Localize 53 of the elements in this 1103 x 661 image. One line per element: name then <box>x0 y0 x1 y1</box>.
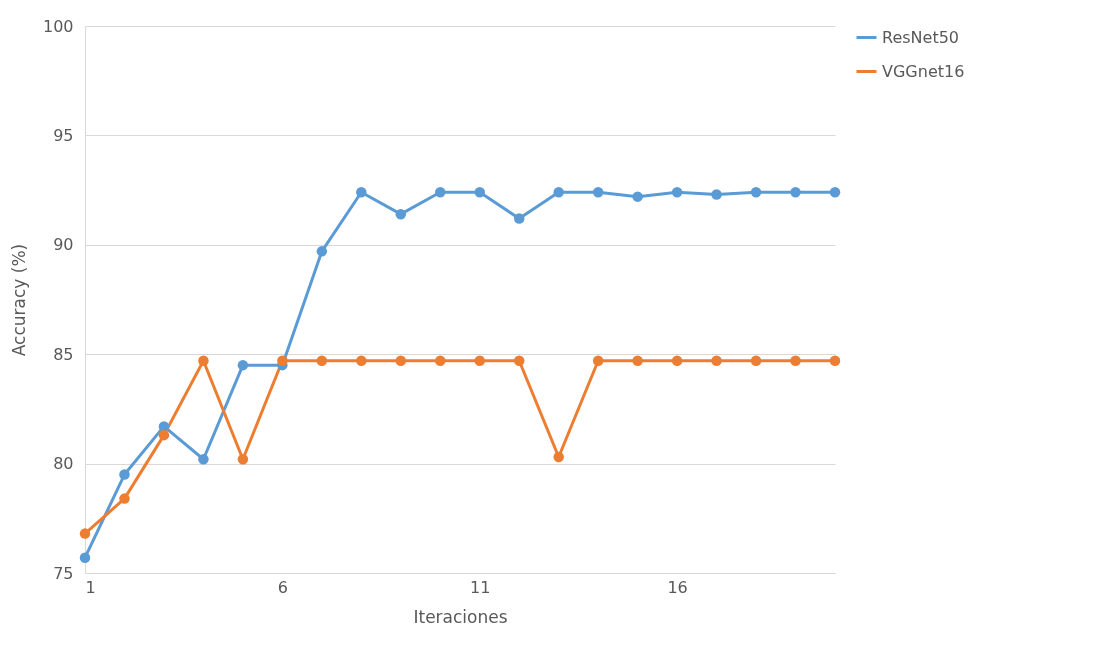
point <box>198 453 209 465</box>
point <box>632 355 643 366</box>
y-tick-label: 85 <box>53 344 74 364</box>
point <box>316 355 328 366</box>
point <box>711 189 722 200</box>
point <box>671 187 683 198</box>
point <box>750 187 762 198</box>
y-tick-label: 75 <box>53 563 74 583</box>
point <box>829 355 841 366</box>
point <box>632 191 643 202</box>
point <box>750 355 762 366</box>
point <box>395 355 407 366</box>
point <box>829 187 841 198</box>
y-axis-title: Accuracy (%) <box>8 243 29 357</box>
point <box>237 359 249 371</box>
x-tick-label: 16 <box>667 577 688 597</box>
point <box>553 451 564 463</box>
legend-label: ResNet50 <box>882 27 960 47</box>
y-tick-label: 90 <box>53 235 74 255</box>
x-tick-label: 11 <box>470 577 491 597</box>
point <box>395 208 407 220</box>
point <box>79 552 91 563</box>
point <box>158 421 170 432</box>
point <box>592 355 604 366</box>
point <box>513 355 525 366</box>
point <box>277 355 288 366</box>
point <box>513 213 525 224</box>
point <box>79 528 91 539</box>
point <box>435 187 446 198</box>
y-tick-label: 100 <box>42 16 74 36</box>
legend-label: VGGnet16 <box>882 61 965 81</box>
point <box>198 355 209 366</box>
point <box>356 187 367 198</box>
point <box>119 469 130 480</box>
point <box>790 355 801 366</box>
x-tick-label: 6 <box>277 577 288 597</box>
point <box>474 187 485 198</box>
x-tick-label: 1 <box>85 577 96 597</box>
point <box>158 429 170 441</box>
y-tick-label: 80 <box>53 454 74 474</box>
point <box>435 355 446 366</box>
point <box>671 355 683 366</box>
point <box>553 187 564 198</box>
point <box>474 355 485 366</box>
x-axis-title: Iteraciones <box>413 606 508 627</box>
point <box>711 355 722 366</box>
point <box>237 453 249 465</box>
point <box>790 187 801 198</box>
point <box>119 493 130 504</box>
y-tick-label: 95 <box>53 125 74 145</box>
point <box>316 246 328 257</box>
point <box>592 187 604 198</box>
point <box>356 355 367 366</box>
